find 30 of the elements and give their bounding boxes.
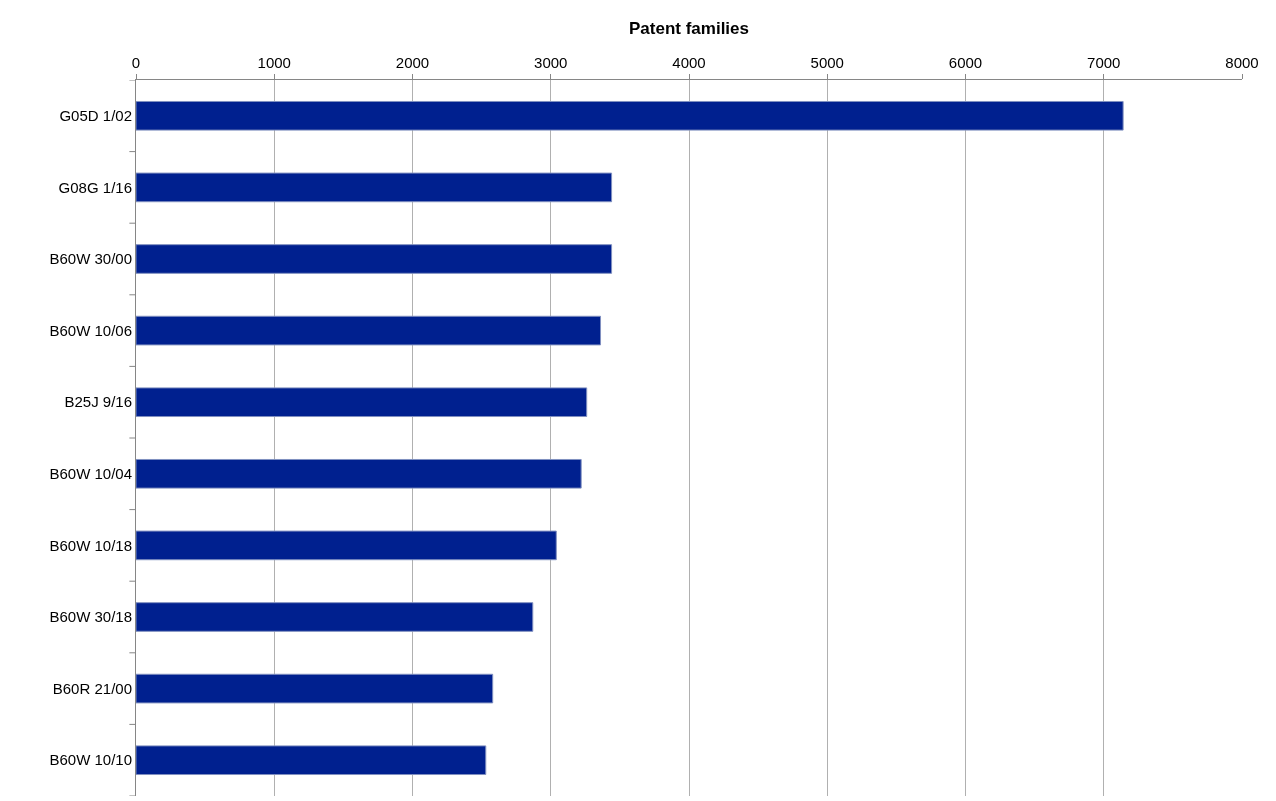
bar (136, 673, 494, 704)
x-tick-label: 2000 (395, 54, 430, 71)
x-tick-label: 0 (131, 54, 141, 71)
bar (136, 244, 613, 274)
bar (136, 530, 557, 561)
y-tick-label: B60R 21/00 (52, 679, 132, 697)
y-tick-label: B60W 30/18 (49, 608, 132, 626)
y-tick-label: B60W 30/00 (49, 250, 132, 268)
x-tick-label: 7000 (1087, 54, 1121, 71)
y-tick-label: G08G 1/16 (58, 178, 132, 196)
x-tick-label: 1000 (257, 54, 291, 71)
bar (136, 387, 588, 418)
x-tick-label: 6000 (948, 54, 983, 71)
y-tick-label: B60W 10/10 (49, 751, 132, 769)
y-tick-label: B60W 10/06 (49, 321, 132, 339)
y-tick-label: B25J 9/16 (64, 393, 132, 411)
x-tick-label: 3000 (534, 54, 568, 71)
x-tick-label: 5000 (810, 54, 844, 71)
bar (136, 745, 487, 776)
y-tick-label: G05D 1/02 (59, 107, 132, 125)
x-tick-label: 4000 (672, 54, 706, 71)
y-tick-label: B60W 10/04 (49, 465, 132, 483)
x-tick-label: 8000 (1225, 54, 1259, 71)
bar (136, 100, 1124, 131)
x-axis-title: Patent families (629, 18, 749, 38)
bar (136, 458, 582, 489)
bar (136, 172, 613, 203)
bar (136, 602, 534, 632)
bar (136, 315, 602, 346)
y-tick-label: B60W 10/18 (49, 536, 132, 554)
